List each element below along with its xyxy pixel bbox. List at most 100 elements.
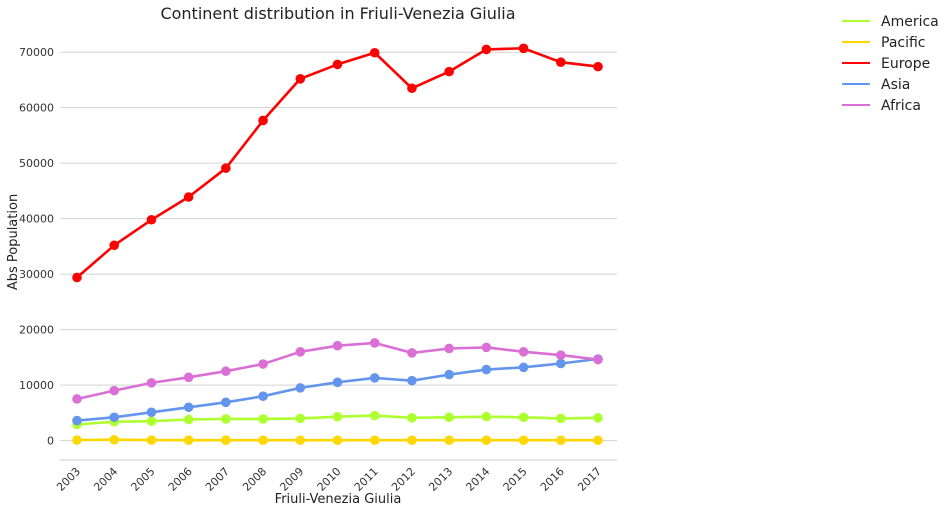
x-tick-label: 2017 bbox=[575, 465, 604, 494]
data-point bbox=[146, 214, 157, 225]
data-point bbox=[332, 59, 343, 70]
data-point bbox=[407, 375, 417, 386]
legend-item-europe: Europe bbox=[842, 56, 930, 72]
series-africa bbox=[72, 338, 603, 404]
data-point bbox=[332, 435, 343, 446]
data-point bbox=[332, 377, 343, 388]
data-point bbox=[481, 342, 492, 353]
data-point bbox=[221, 397, 231, 408]
data-point bbox=[295, 435, 306, 446]
data-point bbox=[369, 435, 380, 446]
series-asia bbox=[72, 354, 603, 426]
y-tick-label: 40000 bbox=[19, 213, 54, 226]
data-point bbox=[221, 366, 231, 377]
data-point bbox=[369, 47, 380, 58]
data-point bbox=[332, 340, 343, 351]
data-point bbox=[109, 240, 120, 251]
legend-item-pacific: Pacific bbox=[842, 35, 926, 51]
x-tick-label: 2011 bbox=[352, 465, 381, 494]
data-point bbox=[407, 83, 417, 94]
data-point bbox=[295, 413, 306, 424]
data-point bbox=[183, 372, 194, 383]
legend-label: Asia bbox=[881, 77, 910, 93]
legend-label: America bbox=[881, 14, 939, 30]
series-pacific bbox=[72, 434, 603, 446]
x-tick-label: 2005 bbox=[129, 465, 158, 494]
x-tick-label: 2008 bbox=[240, 465, 269, 494]
data-point bbox=[146, 378, 157, 388]
legend-label: Europe bbox=[881, 56, 930, 72]
data-point bbox=[146, 435, 157, 445]
y-tick-label: 10000 bbox=[19, 379, 54, 392]
data-point bbox=[555, 435, 566, 446]
legend-item-america: America bbox=[842, 14, 939, 30]
y-tick-label: 60000 bbox=[19, 102, 54, 115]
data-point bbox=[369, 410, 380, 421]
data-point bbox=[109, 434, 120, 445]
data-point bbox=[221, 414, 231, 424]
data-point bbox=[72, 415, 82, 426]
y-tick-label: 20000 bbox=[19, 324, 54, 337]
data-point bbox=[258, 359, 268, 369]
data-point bbox=[481, 364, 492, 375]
data-point bbox=[444, 412, 454, 423]
data-point bbox=[332, 411, 343, 422]
data-point bbox=[444, 66, 454, 77]
x-tick-label: 2004 bbox=[91, 465, 120, 494]
data-point bbox=[72, 272, 82, 283]
x-tick-label: 2014 bbox=[463, 465, 492, 494]
x-tick-label: 2016 bbox=[538, 465, 567, 494]
data-point bbox=[72, 435, 82, 445]
series-europe bbox=[72, 43, 603, 283]
data-point bbox=[258, 391, 268, 401]
data-point bbox=[183, 414, 194, 425]
data-point bbox=[258, 435, 268, 446]
y-tick-label: 50000 bbox=[19, 157, 54, 170]
data-point bbox=[593, 435, 603, 446]
data-point bbox=[183, 192, 194, 202]
data-point bbox=[518, 43, 529, 54]
x-tick-label: 2010 bbox=[315, 465, 344, 494]
data-point bbox=[295, 347, 306, 357]
data-point bbox=[555, 350, 566, 360]
legend-item-africa: Africa bbox=[842, 98, 921, 114]
series-lines bbox=[72, 43, 603, 446]
y-tick-label: 30000 bbox=[19, 268, 54, 281]
data-point bbox=[407, 348, 417, 358]
data-point bbox=[555, 57, 566, 67]
data-point bbox=[593, 413, 603, 423]
data-point bbox=[183, 435, 194, 445]
data-point bbox=[407, 435, 417, 446]
y-tick-label: 0 bbox=[47, 435, 54, 448]
x-tick-label: 2006 bbox=[166, 465, 195, 494]
data-point bbox=[444, 369, 454, 380]
data-point bbox=[444, 435, 454, 446]
data-point bbox=[183, 402, 194, 413]
data-point bbox=[221, 163, 231, 173]
x-tick-label: 2015 bbox=[501, 465, 530, 494]
data-point bbox=[444, 343, 454, 354]
x-tick-label: 2013 bbox=[426, 465, 455, 494]
chart-title: Continent distribution in Friuli-Venezia… bbox=[160, 4, 515, 23]
data-point bbox=[369, 373, 380, 383]
legend-label: Pacific bbox=[881, 35, 926, 51]
data-point bbox=[593, 354, 603, 365]
data-point bbox=[146, 407, 157, 418]
data-point bbox=[518, 362, 529, 373]
data-point bbox=[369, 338, 380, 348]
data-point bbox=[407, 413, 417, 423]
data-point bbox=[555, 358, 566, 369]
data-point bbox=[481, 411, 492, 422]
data-point bbox=[481, 44, 492, 55]
y-axis-label: Abs Population bbox=[6, 194, 21, 290]
x-tick-label: 2012 bbox=[389, 465, 418, 494]
data-point bbox=[518, 347, 529, 357]
data-point bbox=[146, 416, 157, 426]
data-point bbox=[109, 412, 120, 423]
legend: America Pacific Europe Asia Africa bbox=[842, 14, 939, 114]
data-point bbox=[555, 413, 566, 424]
x-tick-label: 2007 bbox=[203, 465, 232, 494]
data-point bbox=[258, 115, 268, 126]
